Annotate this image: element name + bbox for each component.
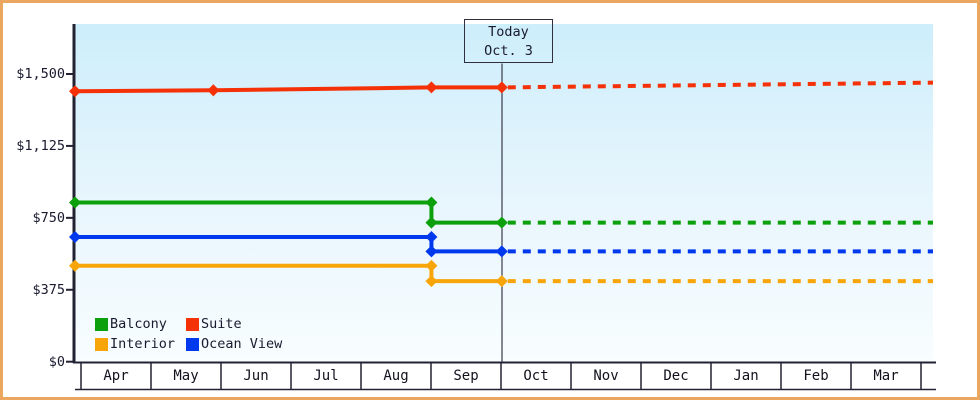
legend-label-suite: Suite (201, 316, 242, 332)
series-interior-marker (495, 275, 508, 288)
series-balcony-marker (495, 216, 508, 229)
month-cell-nov: Nov (593, 368, 619, 384)
series-balcony-marker (68, 196, 82, 209)
series-ocean-view-marker (425, 231, 438, 244)
legend-swatch-ocean-view (186, 337, 199, 351)
legend-label-ocean-view: Ocean View (201, 336, 283, 352)
legend-swatch-balcony (95, 317, 108, 331)
series-suite-marker (425, 81, 438, 94)
legend-item-suite: Suite (186, 316, 242, 332)
legend-row: Balcony Suite (95, 314, 282, 334)
today-label: Today (488, 24, 529, 40)
y-axis-label: $375 (32, 281, 65, 298)
month-cell-dec: Dec (663, 368, 689, 384)
series-suite-marker (207, 84, 220, 97)
legend-row: Interior Ocean View (95, 334, 282, 354)
month-cell-jul: Jul (313, 368, 339, 384)
legend: Balcony Suite Interior Ocean View (95, 314, 282, 354)
y-axis-label: $1,500 (16, 66, 65, 82)
legend-item-interior: Interior (95, 336, 186, 352)
month-cell-jan: Jan (733, 368, 759, 384)
legend-item-ocean-view: Ocean View (186, 336, 282, 352)
series-interior-marker (68, 259, 82, 272)
legend-label-balcony: Balcony (110, 316, 167, 332)
series-interior-marker (425, 275, 438, 288)
month-cell-oct: Oct (523, 368, 549, 384)
month-cell-may: May (173, 368, 199, 384)
series-suite-marker (68, 85, 82, 98)
series-ocean-view-marker (68, 231, 82, 244)
series-balcony-marker (425, 196, 438, 209)
series-suite-forecast-line (507, 80, 934, 90)
today-annotation-box: Today Oct. 3 (464, 19, 553, 63)
legend-swatch-interior (95, 337, 108, 351)
series-ocean-view-line (75, 235, 502, 254)
month-cell-sep: Sep (453, 368, 479, 384)
series-interior-marker (425, 259, 438, 272)
series-ocean-view-marker (425, 245, 438, 258)
series-balcony-line (75, 200, 502, 225)
month-cell-mar: Mar (873, 368, 899, 384)
chart-canvas (66, 24, 936, 391)
y-axis-label: $0 (48, 353, 65, 370)
series-ocean-view-marker (495, 245, 508, 258)
legend-label-interior: Interior (110, 336, 176, 352)
series-balcony-marker (425, 216, 438, 229)
month-cell-aug: Aug (383, 368, 409, 384)
month-cell-apr: Apr (103, 368, 129, 384)
series-interior-line (75, 263, 502, 284)
today-date: Oct. 3 (484, 43, 533, 59)
legend-swatch-suite (186, 317, 199, 331)
series-suite-marker (495, 81, 508, 94)
month-cell-feb: Feb (803, 368, 829, 384)
month-cell-jun: Jun (243, 368, 269, 384)
y-axis-label: $750 (32, 209, 65, 226)
plot-area (75, 24, 933, 362)
series-suite-line (74, 85, 502, 94)
y-axis-label: $1,125 (16, 137, 65, 154)
legend-item-balcony: Balcony (95, 316, 186, 332)
